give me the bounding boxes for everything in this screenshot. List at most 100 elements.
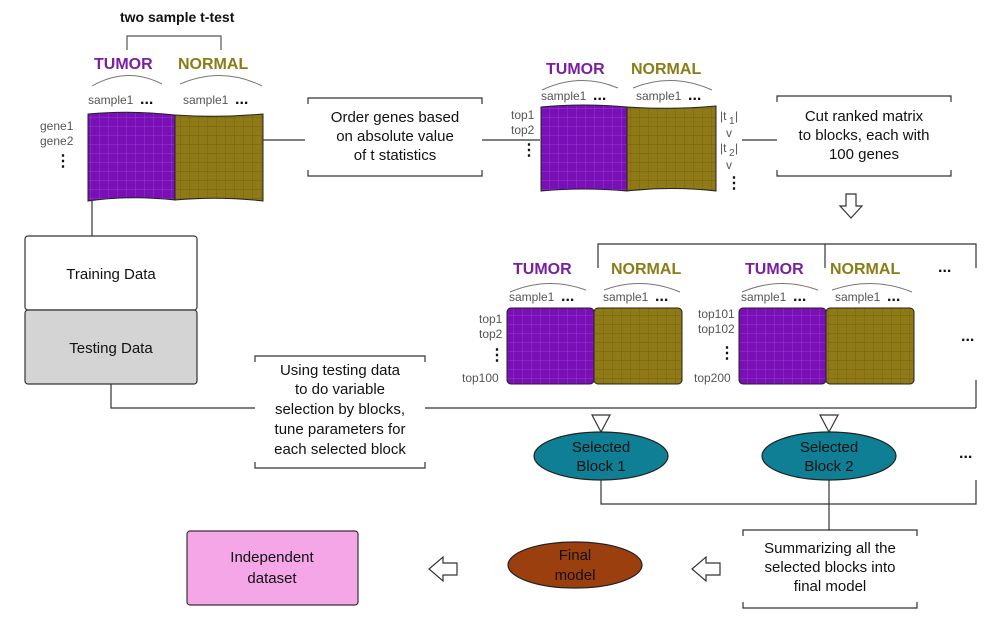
tumor-matrix: [540, 104, 628, 192]
sample-label: sample1: [636, 89, 682, 103]
tumor-block-matrix: [506, 307, 595, 385]
dots-label: ...: [887, 288, 900, 305]
tumor-block-matrix: [738, 307, 827, 385]
summarize-line1: Summarizing all the: [764, 540, 896, 557]
final-line1: Final: [559, 547, 592, 564]
using-line2: to do variable: [295, 381, 385, 398]
down-triangle: [591, 414, 611, 434]
summary-bracket: [600, 480, 977, 505]
summarize-box: [742, 529, 918, 609]
gene2-label: gene2: [40, 134, 74, 148]
t-bar: |: [735, 109, 738, 123]
tumor-brace: [741, 282, 819, 293]
tumor-brace: [541, 79, 619, 91]
diagram-title: two sample t-test: [120, 9, 235, 25]
independent-line1: Independent: [230, 549, 314, 566]
cut-line1: Cut ranked matrix: [805, 108, 924, 125]
ttest-bracket: [126, 35, 222, 50]
summarize-line2: selected blocks into: [765, 559, 896, 576]
order-line1: Order genes based: [331, 109, 459, 126]
vdots-label: ⋮: [521, 142, 537, 159]
order-line2: on absolute value: [336, 128, 454, 145]
left-arrow: [691, 555, 721, 583]
cut-line2: to blocks, each with: [799, 127, 930, 144]
dots-label: ...: [561, 288, 574, 305]
t1-label: |t: [720, 109, 727, 123]
normal-brace: [603, 282, 681, 293]
tumor-header: TUMOR: [513, 261, 572, 278]
tumor-header: TUMOR: [546, 61, 605, 78]
vdots-label: ⋮: [55, 153, 71, 170]
using-line1: Using testing data: [280, 362, 401, 379]
tumor-header: TUMOR: [94, 56, 153, 73]
dots-label: ...: [235, 91, 248, 108]
testing-label: Testing Data: [69, 340, 153, 357]
sample-label: sample1: [741, 290, 787, 304]
sample-label: sample1: [835, 290, 881, 304]
dots-label: ...: [938, 259, 951, 276]
top1-label: top1: [479, 312, 503, 326]
tumor-header: TUMOR: [745, 261, 804, 278]
normal-header: NORMAL: [631, 61, 701, 78]
normal-header: NORMAL: [830, 261, 900, 278]
dots-label: ...: [688, 87, 701, 104]
using-line3: selection by blocks,: [275, 401, 405, 418]
dots-label: ...: [959, 445, 972, 462]
using-line5: each selected block: [274, 441, 406, 458]
sample-label: sample1: [183, 93, 229, 107]
block1-line1: Selected: [572, 439, 630, 456]
normal-header: NORMAL: [611, 261, 681, 278]
independent-line2: dataset: [247, 570, 297, 587]
order-box: [307, 97, 483, 177]
block2-line1: Selected: [800, 439, 858, 456]
normal-brace: [831, 283, 913, 293]
order-line3: of t statistics: [354, 147, 437, 164]
top200-label: top200: [694, 371, 731, 385]
using-line4: tune parameters for: [275, 421, 406, 438]
top2-label: top2: [511, 123, 535, 137]
ge-symbol: v: [726, 158, 732, 172]
ge-symbol: v: [726, 126, 732, 140]
normal-brace: [632, 80, 713, 91]
normal-brace: [179, 75, 263, 87]
vdots-label: ⋮: [726, 175, 742, 192]
left-arrow: [428, 555, 458, 583]
cut-box: [776, 95, 952, 177]
cut-line3: 100 genes: [829, 146, 899, 163]
t-bar: |: [735, 141, 738, 155]
sample-label: sample1: [509, 290, 555, 304]
training-label: Training Data: [66, 266, 156, 283]
sample-label: sample1: [603, 290, 649, 304]
t1-subscript: 1: [729, 116, 735, 127]
top101-label: top101: [698, 307, 735, 321]
normal-block-matrix: [825, 307, 915, 385]
t2-label: |t: [720, 141, 727, 155]
tumor-brace: [509, 282, 587, 293]
vdots-label: ⋮: [489, 347, 505, 364]
sample-label: sample1: [541, 89, 587, 103]
dots-label: ...: [593, 87, 606, 104]
normal-header: NORMAL: [178, 56, 248, 73]
block2-line2: Block 2: [804, 458, 853, 475]
top100-label: top100: [462, 371, 499, 385]
dots-label: ...: [961, 328, 974, 345]
tumor-matrix: [87, 111, 176, 202]
t2-subscript: 2: [729, 148, 735, 159]
final-line2: model: [555, 567, 596, 584]
normal-matrix: [174, 113, 264, 202]
dots-label: ...: [140, 91, 153, 108]
normal-matrix: [626, 105, 717, 192]
down-arrow: [838, 193, 864, 219]
final-model-ellipse: [507, 541, 643, 589]
normal-block-matrix: [593, 307, 683, 385]
using-box: [254, 355, 426, 469]
block1-line2: Block 1: [576, 458, 625, 475]
dots-label: ...: [793, 288, 806, 305]
blocks-bracket: [597, 243, 977, 268]
connector-line: [110, 384, 255, 409]
top1-label: top1: [511, 108, 535, 122]
down-triangle: [819, 414, 839, 434]
top102-label: top102: [698, 322, 735, 336]
dots-label: ...: [655, 288, 668, 305]
